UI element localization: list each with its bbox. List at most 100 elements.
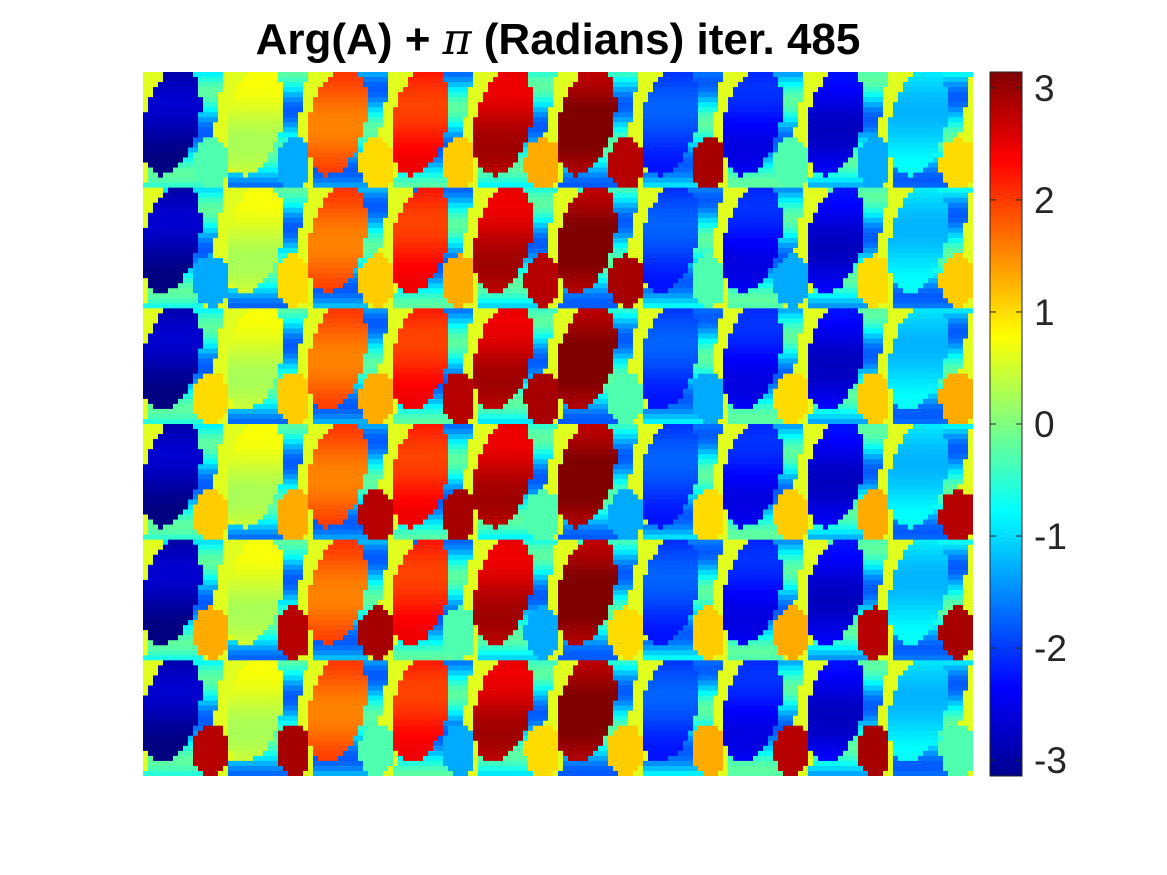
heatmap-cell	[638, 207, 644, 214]
heatmap-cell	[823, 147, 829, 154]
heatmap-cell	[688, 127, 694, 133]
heatmap-cell	[833, 147, 839, 154]
heatmap-cell	[938, 157, 944, 164]
heatmap-cell	[203, 147, 209, 154]
heatmap-cell	[558, 152, 564, 159]
heatmap-cell	[588, 87, 594, 93]
heatmap-cell	[868, 157, 874, 164]
heatmap-cell	[503, 172, 509, 179]
heatmap-cell	[753, 177, 759, 184]
heatmap-cell	[908, 137, 914, 143]
heatmap-cell	[223, 102, 229, 108]
heatmap-cell	[183, 197, 189, 204]
heatmap-cell	[658, 167, 664, 174]
heatmap-cell	[323, 97, 329, 103]
heatmap-cell	[213, 177, 219, 184]
heatmap-cell	[738, 182, 744, 189]
heatmap-cell	[428, 152, 434, 159]
heatmap-cell	[923, 97, 929, 103]
heatmap-cell	[598, 102, 604, 108]
heatmap-cell	[473, 92, 479, 98]
heatmap-cell	[358, 82, 364, 88]
heatmap-cell	[323, 182, 329, 189]
heatmap-cell	[403, 137, 409, 143]
heatmap-cell	[583, 197, 589, 204]
heatmap-cell	[888, 72, 894, 78]
heatmap-cell	[508, 132, 514, 138]
heatmap-cell	[758, 152, 764, 159]
heatmap-cell	[278, 147, 284, 154]
heatmap-cell	[793, 72, 799, 78]
heatmap-cell	[263, 82, 269, 88]
heatmap-cell	[788, 87, 794, 93]
heatmap-cell	[278, 132, 284, 138]
heatmap-cell	[843, 167, 849, 174]
heatmap-cell	[403, 102, 409, 108]
heatmap-cell	[168, 102, 174, 108]
heatmap-cell	[828, 187, 834, 194]
heatmap-cell	[363, 157, 369, 164]
heatmap-cell	[858, 202, 864, 209]
heatmap-cell	[833, 152, 839, 159]
heatmap-cell	[208, 112, 214, 118]
heatmap-cell	[738, 102, 744, 108]
heatmap-cell	[508, 202, 514, 209]
heatmap-cell	[803, 137, 809, 143]
heatmap-cell	[443, 197, 449, 204]
heatmap-cell	[433, 202, 439, 209]
heatmap-cell	[793, 107, 799, 113]
heatmap-cell	[388, 82, 394, 88]
heatmap-cell	[633, 177, 639, 184]
heatmap-cell	[298, 207, 304, 214]
heatmap-cell	[408, 112, 414, 118]
heatmap-cell	[173, 107, 179, 113]
heatmap-cell	[938, 147, 944, 154]
heatmap-cell	[888, 167, 894, 174]
heatmap-cell	[353, 122, 359, 128]
heatmap-cell	[523, 217, 529, 224]
heatmap-cell	[168, 87, 174, 93]
heatmap-cell	[428, 137, 434, 143]
heatmap-cell	[718, 212, 724, 219]
heatmap-cell	[838, 207, 844, 214]
heatmap-cell	[308, 202, 314, 209]
heatmap-cell	[768, 92, 774, 98]
heatmap-cell	[618, 77, 624, 83]
heatmap-cell	[153, 82, 159, 88]
heatmap-cell	[343, 87, 349, 93]
heatmap-cell	[598, 187, 604, 194]
heatmap-cell	[743, 107, 749, 113]
heatmap-cell	[273, 137, 279, 143]
heatmap-cell	[968, 137, 973, 143]
heatmap-cell	[708, 182, 714, 189]
heatmap-cell	[463, 107, 469, 113]
heatmap-cell	[823, 207, 829, 214]
heatmap-cell	[248, 107, 254, 113]
heatmap-cell	[753, 147, 759, 154]
heatmap-cell	[723, 142, 729, 149]
heatmap-cell	[713, 102, 719, 108]
heatmap-cell	[513, 112, 519, 118]
heatmap-cell	[683, 212, 689, 219]
heatmap-cell	[508, 197, 514, 204]
heatmap-cell	[873, 202, 879, 209]
heatmap-cell	[868, 87, 874, 93]
heatmap-cell	[898, 207, 904, 214]
heatmap-cell	[193, 207, 199, 214]
heatmap-cell	[423, 202, 429, 209]
heatmap-cell	[253, 137, 259, 143]
heatmap-cell	[383, 202, 389, 209]
heatmap-cell	[353, 157, 359, 164]
heatmap-cell	[413, 192, 419, 199]
heatmap-cell	[703, 132, 709, 138]
heatmap-cell	[443, 187, 449, 194]
heatmap-cell	[733, 152, 739, 159]
heatmap-cell	[258, 87, 264, 93]
heatmap-cell	[548, 167, 554, 174]
heatmap-cell	[158, 82, 164, 88]
heatmap-cell	[773, 117, 779, 123]
heatmap-cell	[743, 137, 749, 143]
heatmap-cell	[493, 112, 499, 118]
heatmap-cell	[383, 107, 389, 113]
heatmap-cell	[163, 152, 169, 159]
